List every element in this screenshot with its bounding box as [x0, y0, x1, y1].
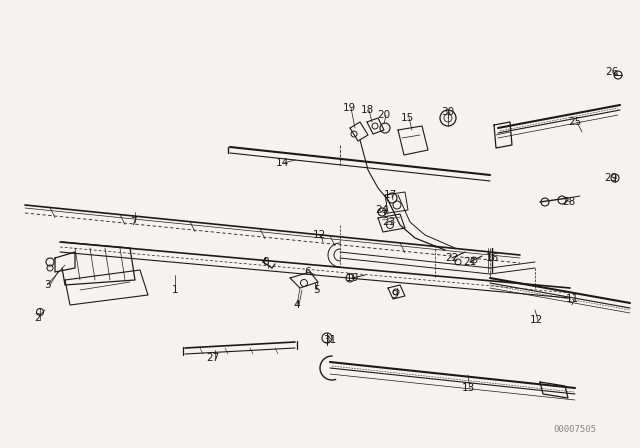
Text: 9: 9 — [392, 290, 398, 300]
Text: 20: 20 — [378, 110, 390, 120]
Text: 7: 7 — [130, 217, 136, 227]
Text: 12: 12 — [529, 315, 543, 325]
Text: 30: 30 — [442, 107, 454, 117]
Text: 28: 28 — [563, 197, 575, 207]
Text: 16: 16 — [485, 253, 499, 263]
Text: 15: 15 — [401, 113, 413, 123]
Text: 6: 6 — [305, 267, 311, 277]
Text: 2: 2 — [35, 313, 42, 323]
Text: 23: 23 — [382, 217, 396, 227]
Text: 13: 13 — [461, 383, 475, 393]
Text: 21: 21 — [463, 257, 477, 267]
Text: 1: 1 — [172, 285, 179, 295]
Text: 17: 17 — [383, 190, 397, 200]
Text: 4: 4 — [294, 300, 300, 310]
Text: 31: 31 — [323, 335, 337, 345]
Text: 11: 11 — [565, 294, 579, 304]
Text: 8: 8 — [262, 257, 269, 267]
Text: 14: 14 — [275, 158, 289, 168]
Text: 10: 10 — [346, 273, 358, 283]
Text: 3: 3 — [44, 280, 51, 290]
Text: 27: 27 — [206, 353, 220, 363]
Text: 26: 26 — [605, 67, 619, 77]
Text: 29: 29 — [604, 173, 618, 183]
Text: 5: 5 — [313, 285, 319, 295]
Text: 22: 22 — [445, 253, 459, 263]
Text: 18: 18 — [360, 105, 374, 115]
Text: 12: 12 — [312, 230, 326, 240]
Text: 24: 24 — [376, 205, 388, 215]
Text: 19: 19 — [342, 103, 356, 113]
Text: 00007505: 00007505 — [554, 426, 596, 435]
Text: 25: 25 — [568, 117, 582, 127]
